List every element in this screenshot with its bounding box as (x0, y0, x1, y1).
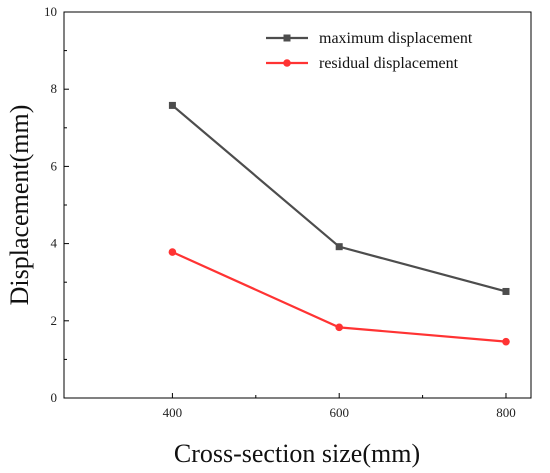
legend-item: maximum displacement (266, 30, 473, 47)
legend-label: residual displacement (319, 55, 459, 72)
data-point (168, 248, 177, 256)
y-axis-title: Displacement(mm) (5, 105, 34, 306)
plot-frame (63, 11, 532, 399)
legend-label: maximum displacement (319, 30, 473, 47)
data-point (335, 323, 343, 332)
data-point (335, 243, 343, 251)
y-tick-label: 6 (51, 158, 58, 173)
legend: maximum displacement residual displacemen… (266, 30, 473, 72)
legend-marker (283, 34, 291, 42)
data-point (168, 101, 176, 109)
x-tick-label: 800 (496, 405, 516, 420)
data-point (502, 337, 510, 346)
x-tick-label: 600 (329, 405, 349, 420)
y-tick-label: 4 (51, 236, 58, 251)
y-tick-label: 0 (51, 390, 58, 405)
legend-item: residual displacement (266, 55, 459, 72)
axis-ticks: 0 2 4 6 8 10 400 600 800 (44, 4, 516, 420)
series-2 (168, 248, 510, 346)
series-line (171, 104, 507, 293)
x-tick-label: 400 (163, 405, 183, 420)
legend-marker (283, 59, 291, 67)
data-point (502, 287, 510, 295)
x-axis-title: Cross-section size(mm) (174, 439, 420, 468)
series-1 (168, 101, 510, 295)
series-layer (168, 101, 510, 346)
y-tick-label: 8 (51, 81, 58, 96)
y-tick-label: 2 (51, 313, 58, 328)
y-tick-label: 10 (44, 4, 57, 19)
